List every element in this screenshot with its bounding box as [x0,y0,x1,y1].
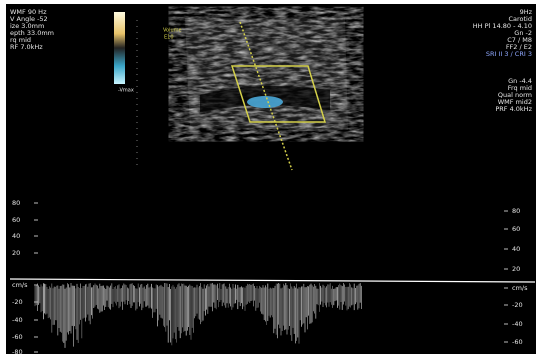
color-bar [114,12,125,84]
info-text: Carotid [508,15,532,23]
info-text: WMF mid2 [498,98,532,106]
scale-label: 80 [512,207,520,215]
scale-label: 60 [512,225,520,233]
baseline [9,278,536,283]
colorbar-label: Volume [163,28,182,34]
scale-label: -40 [12,316,23,324]
info-text: WMF 90 Hz [10,8,47,16]
b-mode-image [185,18,348,171]
scale-label: 80 [12,199,20,207]
info-text: PRF 4.0kHz [495,105,532,113]
scale-label: -40 [512,320,523,328]
info-text: rq mid [10,36,31,44]
info-text: Qual norm [498,91,532,99]
colorbar-label: -Vmax [118,88,134,94]
info-text: Gn -2 [514,29,532,37]
scale-label: 40 [12,232,20,240]
doppler-spectrum [34,283,362,348]
info-text: SRI II 3 / CRI 3 [486,50,532,58]
scale-label: -60 [12,333,23,341]
info-text: HH Pl 14.80 - 4.10 [473,22,532,30]
info-text: epth 33.0mm [10,29,54,37]
scale-label: -20 [512,301,523,309]
info-text: Frq mid [508,84,532,92]
info-text: ize 3.0mm [10,22,44,30]
info-text: RF 7.0kHz [10,43,43,51]
info-text: Gn -4.4 [508,77,532,85]
scale-label: 20 [512,265,520,273]
scale-label: -60 [512,338,523,346]
scale-label: cm/s [12,281,28,289]
info-text: FF2 / E2 [506,43,532,51]
info-text: V Angle -52 [10,15,48,23]
info-text: 9Hz [520,8,533,16]
scale-label: -80 [12,348,23,356]
colorbar-label: E10 [164,35,174,41]
scale-label: 60 [12,216,20,224]
scale-label: -20 [12,298,23,306]
scale-label: cm/s [512,284,528,292]
scale-label: 20 [12,249,20,257]
scale-label: 40 [512,245,520,253]
info-text: C7 / M8 [507,36,532,44]
